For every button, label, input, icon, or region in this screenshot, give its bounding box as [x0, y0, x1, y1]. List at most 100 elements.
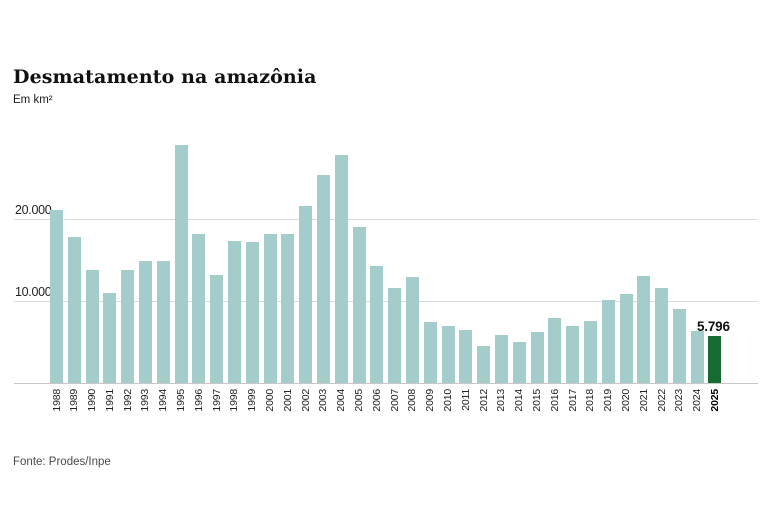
x-axis-tick-label: 2019: [602, 389, 615, 412]
x-axis-tick-label: 2003: [317, 389, 330, 412]
bar-1994: [156, 260, 170, 383]
x-axis-tick: 1997: [210, 389, 223, 412]
bar-2024: [690, 331, 704, 383]
bar-2007: [388, 287, 402, 383]
x-axis-tick-label: 1996: [192, 389, 205, 412]
x-axis-tick: 2003: [317, 389, 330, 412]
x-axis-tick: 2016: [548, 389, 561, 412]
bar-2002: [299, 205, 313, 383]
x-axis-tick: 2019: [602, 389, 615, 412]
x-axis-tick: 2010: [442, 389, 455, 412]
chart-unit-label: Em km²: [13, 94, 53, 106]
bar-1995: [174, 144, 188, 383]
bar-2020: [619, 294, 633, 383]
x-axis-tick-label: 2012: [477, 389, 490, 412]
bar-1991: [103, 292, 117, 383]
bar-2004: [334, 155, 348, 383]
x-axis-tick-label: 2009: [424, 389, 437, 412]
y-axis-tick-label: 20.000: [15, 203, 52, 217]
x-axis-tick-label: 1988: [50, 389, 63, 412]
x-axis-tick: 2001: [281, 389, 294, 412]
x-axis-tick: 1998: [228, 389, 241, 412]
bar-2017: [566, 326, 580, 383]
x-axis-tick-label: 2002: [299, 389, 312, 412]
x-axis-tick-label: 2005: [353, 389, 366, 412]
x-axis-tick: 2005: [353, 389, 366, 412]
x-axis-tick-label: 1998: [228, 389, 241, 412]
x-axis-tick-label: 2010: [442, 389, 455, 412]
x-axis-tick: 2023: [673, 389, 686, 412]
x-axis-tick: 1990: [86, 389, 99, 412]
x-axis-tick-label: 2004: [335, 389, 348, 412]
x-axis-tick: 2015: [531, 389, 544, 412]
x-axis-tick: 2007: [388, 389, 401, 412]
x-axis-tick-label: 2017: [566, 389, 579, 412]
x-axis-tick: 2006: [370, 389, 383, 412]
x-axis-tick: 1999: [246, 389, 259, 412]
x-axis-tick-label: 2000: [264, 389, 277, 412]
x-axis-tick: 2025: [708, 389, 721, 412]
x-axis-tick: 1994: [157, 389, 170, 412]
x-axis-tick-label: 2021: [637, 389, 650, 412]
bar-1990: [85, 270, 99, 383]
x-axis-tick-label: 1991: [103, 389, 116, 412]
x-axis-tick: 2004: [335, 389, 348, 412]
bar-1989: [67, 237, 81, 383]
x-axis-tick-labels: 1988 1989 1990 1991 1992 1993 1994 1995 1996 1997…: [50, 389, 722, 425]
x-axis-tick: 1995: [175, 389, 188, 412]
x-axis-tick-label: 2008: [406, 389, 419, 412]
x-axis-tick: 2018: [584, 389, 597, 412]
bar-2018: [583, 321, 597, 383]
x-axis-tick-label: 2001: [281, 389, 294, 412]
x-axis-tick: 2009: [424, 389, 437, 412]
x-axis-tick-label: 1994: [157, 389, 170, 412]
x-axis-tick: 2014: [513, 389, 526, 412]
gridline-20000: [14, 219, 758, 220]
source-note: Fonte: Prodes/Inpe: [13, 456, 111, 468]
x-axis-tick: 2011: [459, 389, 472, 411]
bar-2025: [708, 335, 722, 383]
bar-2006: [370, 265, 384, 383]
x-axis-tick: 1996: [192, 389, 205, 412]
bar-2014: [512, 341, 526, 383]
x-axis-tick-label: 2023: [673, 389, 686, 412]
bar-2021: [637, 276, 651, 383]
x-axis-tick: 1993: [139, 389, 152, 412]
x-axis-tick-label: 1997: [210, 389, 223, 412]
bar-1999: [245, 241, 259, 383]
x-axis-tick-label: 1995: [175, 389, 188, 412]
bar-2011: [459, 330, 473, 383]
bar-1996: [192, 234, 206, 383]
bar-2013: [494, 334, 508, 383]
bar-1998: [227, 240, 241, 383]
bar-2000: [263, 233, 277, 383]
x-axis-tick-label: 1989: [68, 389, 81, 412]
bar-2003: [316, 174, 330, 383]
x-axis-tick: 2000: [264, 389, 277, 412]
x-axis-tick: 2024: [691, 389, 704, 412]
x-axis-tick-label: 2022: [655, 389, 668, 412]
x-axis-line: [14, 383, 758, 384]
x-axis-tick-label: 2020: [620, 389, 632, 412]
x-axis-tick: 1991: [103, 389, 116, 412]
gridline-10000: [14, 301, 758, 302]
bar-2012: [477, 345, 491, 383]
x-axis-tick: 2002: [299, 389, 312, 412]
x-axis-tick-label: 2025: [708, 389, 721, 412]
plot-area: [50, 137, 722, 383]
x-axis-tick-label: 2024: [691, 389, 704, 412]
x-axis-tick-label: 2016: [548, 389, 561, 412]
x-axis-tick: 2012: [477, 389, 490, 412]
x-axis-tick: 2021: [637, 389, 650, 412]
x-axis-tick-label: 2013: [495, 389, 508, 412]
x-axis-tick-label: 1999: [246, 389, 259, 412]
bar-2005: [352, 227, 366, 383]
y-axis-tick-label: 10.000: [15, 285, 52, 299]
x-axis-tick-label: 2007: [388, 389, 401, 412]
bar-2009: [423, 321, 437, 383]
bar-1993: [138, 260, 152, 383]
x-axis-tick: 1992: [121, 389, 134, 412]
x-axis-tick-label: 1993: [139, 389, 152, 412]
